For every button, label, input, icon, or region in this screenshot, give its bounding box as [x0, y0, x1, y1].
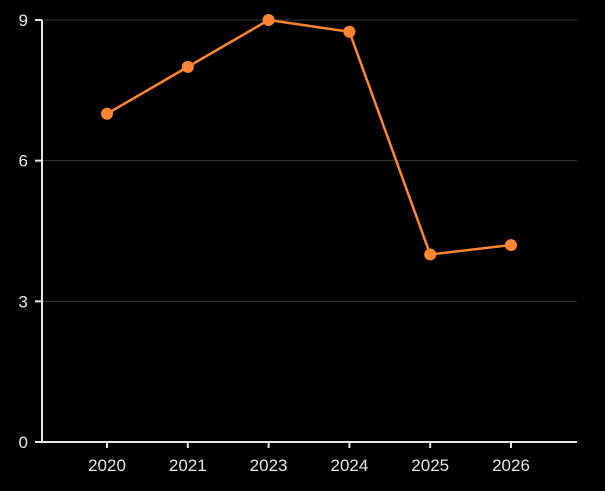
data-point — [181, 60, 194, 73]
y-axis: 0 3 6 9 — [19, 11, 43, 452]
x-tick-label: 2025 — [411, 456, 449, 475]
series — [101, 14, 517, 261]
data-point — [424, 248, 437, 261]
data-point — [343, 25, 356, 38]
data-point — [505, 239, 517, 252]
y-tick-label: 3 — [19, 292, 28, 311]
x-axis: 2020 2021 2023 2024 2025 2026 — [41, 441, 577, 475]
gridlines — [42, 19, 577, 302]
x-tick-label: 2026 — [492, 456, 530, 475]
data-point — [101, 107, 113, 120]
x-tick-label: 2020 — [88, 456, 126, 475]
x-tick-label: 2023 — [250, 456, 288, 475]
data-point — [262, 14, 275, 26]
y-tick-label: 6 — [19, 152, 28, 171]
y-tick-label: 9 — [19, 11, 28, 30]
series-line — [106, 18, 512, 256]
x-tick-label: 2024 — [330, 456, 368, 475]
y-tick-label: 0 — [19, 433, 28, 452]
x-tick-label: 2021 — [169, 456, 207, 475]
